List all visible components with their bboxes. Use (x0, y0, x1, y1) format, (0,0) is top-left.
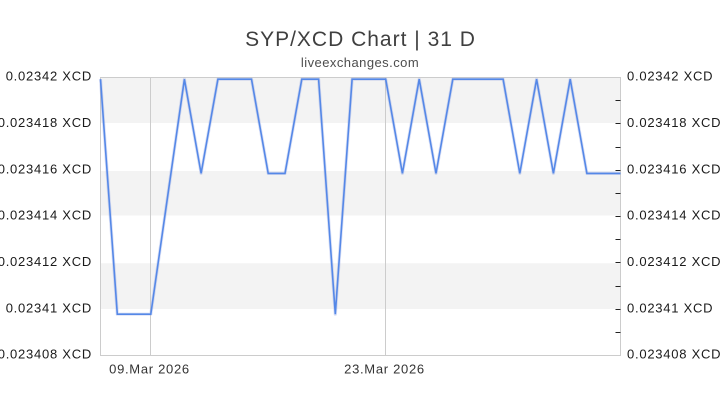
svg-text:0.023412 XCD: 0.023412 XCD (627, 254, 720, 269)
svg-text:0.023414 XCD: 0.023414 XCD (0, 208, 92, 223)
svg-text:0.023418 XCD: 0.023418 XCD (627, 115, 720, 130)
svg-text:liveexchanges.com: liveexchanges.com (301, 55, 419, 70)
svg-text:SYP/XCD Chart | 31 D: SYP/XCD Chart | 31 D (245, 28, 476, 51)
svg-text:0.023416 XCD: 0.023416 XCD (627, 161, 720, 176)
svg-text:09.Mar 2026: 09.Mar 2026 (109, 362, 190, 377)
svg-text:0.023414 XCD: 0.023414 XCD (627, 208, 720, 223)
svg-text:0.023412 XCD: 0.023412 XCD (0, 254, 92, 269)
svg-text:0.023408 XCD: 0.023408 XCD (0, 347, 92, 362)
svg-text:0.02342 XCD: 0.02342 XCD (627, 69, 713, 84)
svg-text:0.023418 XCD: 0.023418 XCD (0, 115, 92, 130)
svg-text:0.02342 XCD: 0.02342 XCD (6, 69, 92, 84)
svg-text:0.02341 XCD: 0.02341 XCD (627, 300, 713, 315)
svg-text:0.023408 XCD: 0.023408 XCD (627, 347, 720, 362)
svg-text:0.023416 XCD: 0.023416 XCD (0, 161, 92, 176)
svg-text:23.Mar 2026: 23.Mar 2026 (344, 362, 425, 377)
svg-text:0.02341 XCD: 0.02341 XCD (6, 300, 92, 315)
